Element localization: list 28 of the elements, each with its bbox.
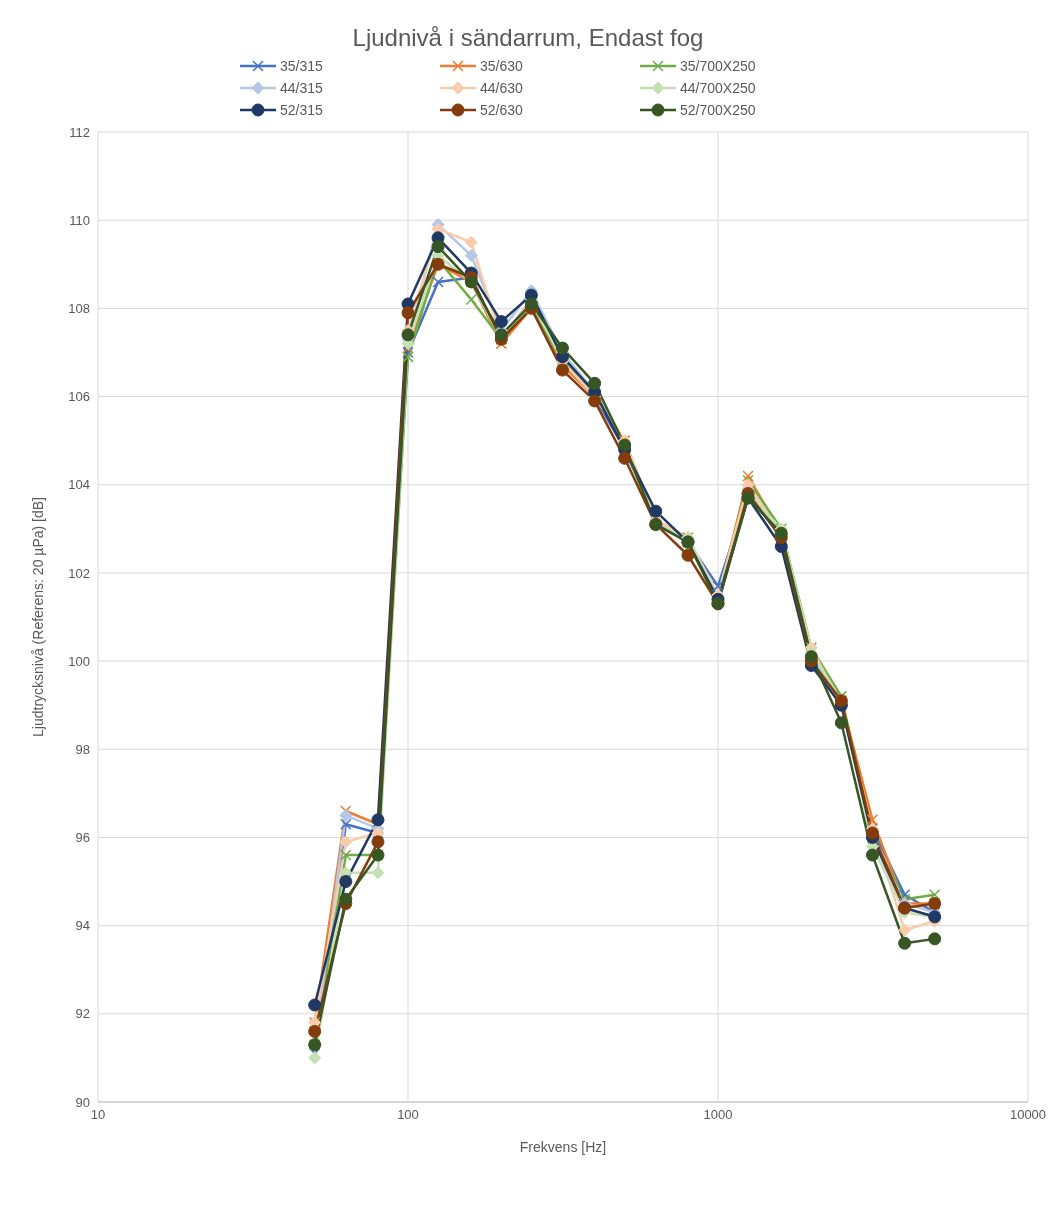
legend-label: 35/315 <box>280 58 323 74</box>
y-tick-label: 92 <box>75 1006 90 1022</box>
x-axis-title: Frekvens [Hz] <box>519 1139 607 1155</box>
y-tick-label: 96 <box>75 830 90 846</box>
x-tick-label: 10 <box>90 1107 106 1123</box>
legend-label: 52/630 <box>480 102 523 118</box>
x-tick-label: 10000 <box>1009 1107 1047 1123</box>
y-tick-label: 112 <box>69 124 90 140</box>
y-tick-label: 98 <box>75 741 90 757</box>
legend-label: 44/315 <box>280 80 323 96</box>
legend-label: 44/700X250 <box>680 80 756 96</box>
legend-label: 35/700X250 <box>680 58 756 74</box>
y-tick-label: 106 <box>68 389 90 405</box>
legend-label: 52/315 <box>280 102 323 118</box>
y-tick-label: 90 <box>75 1094 90 1110</box>
x-tick-label: 100 <box>397 1107 419 1123</box>
y-tick-label: 110 <box>69 212 90 228</box>
legend-label: 44/630 <box>480 80 523 96</box>
x-tick-label: 1000 <box>703 1107 733 1123</box>
y-tick-label: 100 <box>68 653 90 669</box>
y-tick-label: 104 <box>68 477 90 493</box>
y-tick-label: 108 <box>68 300 90 316</box>
y-tick-label: 102 <box>68 565 90 581</box>
y-axis-title: Ljudtrycksnivå (Referens: 20 µPa) [dB] <box>29 497 46 737</box>
legend-label: 52/700X250 <box>680 102 756 118</box>
y-tick-label: 94 <box>75 918 90 934</box>
legend-label: 35/630 <box>480 58 523 74</box>
chart-title: Ljudnivå i sändarrum, Endast fog <box>351 23 705 52</box>
